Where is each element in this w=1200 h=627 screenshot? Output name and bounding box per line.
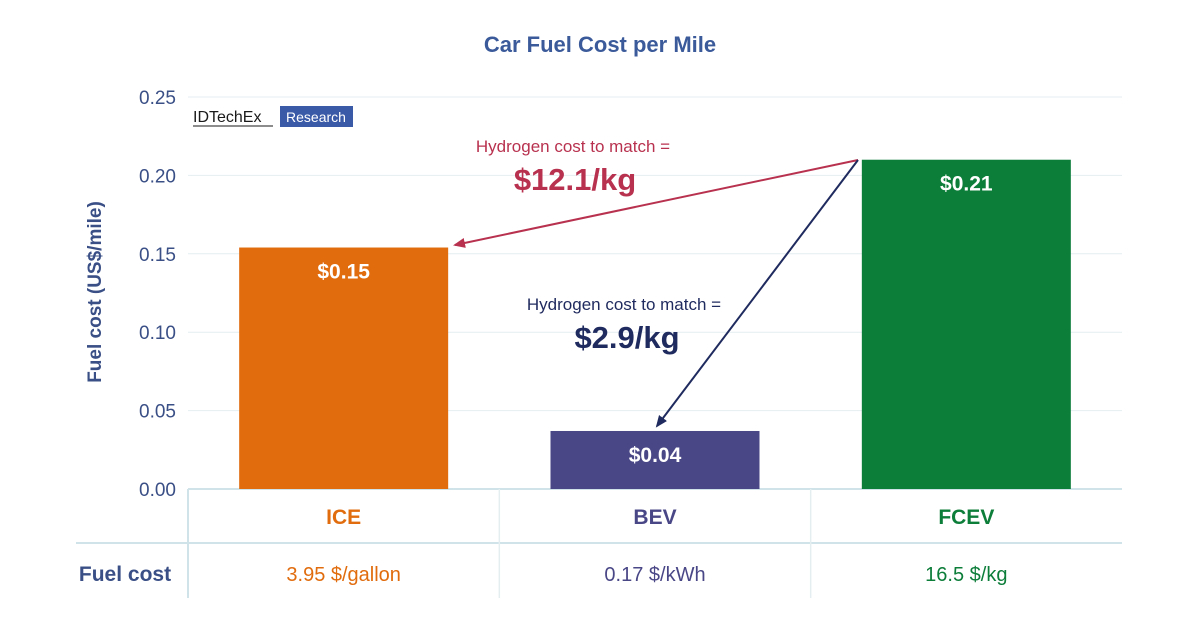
fuel-cost-table: Fuel cost ICE 3.95 $/gallon BEV 0.17 $/kWh F… (76, 489, 1122, 598)
logo-badge-text: Research (286, 109, 346, 125)
bars (239, 159, 1071, 489)
bar-value-label: $0.04 (629, 444, 682, 467)
y-tick-label: 0.00 (139, 480, 176, 501)
annotation-ice-caption: Hydrogen cost to match = (476, 137, 670, 156)
y-axis-ticks: 0.00 0.05 0.10 0.15 0.20 0.25 (139, 88, 176, 501)
bar-value-label: $0.21 (940, 173, 993, 196)
y-tick-label: 0.25 (139, 88, 176, 109)
y-axis-label: Fuel cost (US$/mile) (85, 201, 106, 383)
arrow-fcev-to-bev (655, 159, 859, 428)
category-label: ICE (326, 506, 361, 529)
category-label: FCEV (938, 506, 994, 529)
bar-value-label: $0.15 (317, 261, 370, 284)
logo-badge (280, 106, 353, 127)
table-row-label: Fuel cost (79, 563, 171, 586)
bar-fcev (861, 159, 1071, 489)
y-tick-label: 0.10 (139, 323, 176, 344)
logo-wordmark: IDTechEx (193, 109, 261, 126)
logo: IDTechEx Research (193, 106, 353, 127)
annotation-ice-value: $12.1/kg (514, 162, 636, 197)
annotation-bev-caption: Hydrogen cost to match = (527, 295, 721, 314)
chart-title: Car Fuel Cost per Mile (484, 32, 716, 57)
fuel-cost-value: 0.17 $/kWh (604, 564, 705, 586)
annotation-bev-value: $2.9/kg (574, 320, 679, 355)
bar-ice (239, 247, 449, 489)
y-tick-label: 0.20 (139, 166, 176, 187)
fuel-cost-value: 16.5 $/kg (925, 564, 1007, 586)
arrow-fcev-to-ice (453, 159, 859, 248)
y-tick-label: 0.15 (139, 245, 176, 266)
annotations: Hydrogen cost to match = $12.1/kg Hydrog… (453, 137, 859, 428)
fuel-cost-value: 3.95 $/gallon (286, 564, 401, 586)
bar-value-labels: $0.15 $0.04 $0.21 (317, 173, 993, 467)
y-tick-label: 0.05 (139, 402, 176, 423)
bar-bev (550, 430, 760, 489)
category-label: BEV (633, 506, 676, 529)
